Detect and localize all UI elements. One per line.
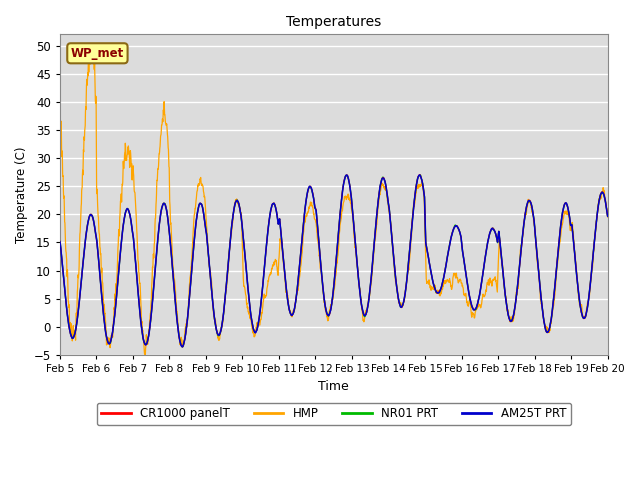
- Title: Temperatures: Temperatures: [286, 15, 381, 29]
- NR01 PRT: [493, 239, 501, 245]
- HMP: [350, 233, 358, 239]
- AM25T PRT: [556, 231, 564, 237]
- HMP: [493, 289, 501, 295]
- NR01 PRT: [362, 312, 369, 318]
- AM25T PRT: [362, 312, 369, 318]
- NR01 PRT: [56, 239, 63, 245]
- CR1000 panelT: [179, 344, 186, 350]
- CR1000 panelT: [416, 172, 424, 178]
- NR01 PRT: [350, 220, 358, 226]
- HMP: [56, 102, 63, 108]
- HMP: [604, 214, 612, 220]
- HMP: [87, 43, 95, 48]
- CR1000 panelT: [571, 254, 579, 260]
- NR01 PRT: [179, 344, 186, 350]
- NR01 PRT: [604, 213, 612, 219]
- Line: NR01 PRT: NR01 PRT: [60, 175, 608, 347]
- AM25T PRT: [604, 214, 612, 219]
- CR1000 panelT: [350, 221, 358, 227]
- Text: WP_met: WP_met: [71, 47, 124, 60]
- AM25T PRT: [416, 172, 424, 178]
- NR01 PRT: [209, 301, 217, 307]
- CR1000 panelT: [556, 231, 564, 237]
- Line: AM25T PRT: AM25T PRT: [60, 175, 608, 347]
- HMP: [571, 251, 579, 256]
- AM25T PRT: [56, 239, 63, 244]
- NR01 PRT: [571, 253, 579, 259]
- CR1000 panelT: [493, 238, 501, 244]
- HMP: [556, 240, 564, 245]
- NR01 PRT: [417, 172, 424, 178]
- AM25T PRT: [209, 300, 217, 306]
- Line: HMP: HMP: [60, 46, 608, 354]
- CR1000 panelT: [604, 213, 612, 219]
- AM25T PRT: [493, 238, 501, 244]
- AM25T PRT: [571, 254, 579, 260]
- NR01 PRT: [556, 231, 564, 237]
- Legend: CR1000 panelT, HMP, NR01 PRT, AM25T PRT: CR1000 panelT, HMP, NR01 PRT, AM25T PRT: [97, 403, 571, 425]
- HMP: [141, 351, 149, 357]
- AM25T PRT: [179, 344, 186, 350]
- CR1000 panelT: [362, 312, 369, 318]
- HMP: [209, 306, 217, 312]
- Line: CR1000 panelT: CR1000 panelT: [60, 175, 608, 347]
- Y-axis label: Temperature (C): Temperature (C): [15, 146, 28, 243]
- AM25T PRT: [350, 220, 358, 226]
- CR1000 panelT: [56, 239, 63, 244]
- HMP: [362, 309, 370, 314]
- X-axis label: Time: Time: [318, 380, 349, 393]
- CR1000 panelT: [209, 300, 217, 306]
